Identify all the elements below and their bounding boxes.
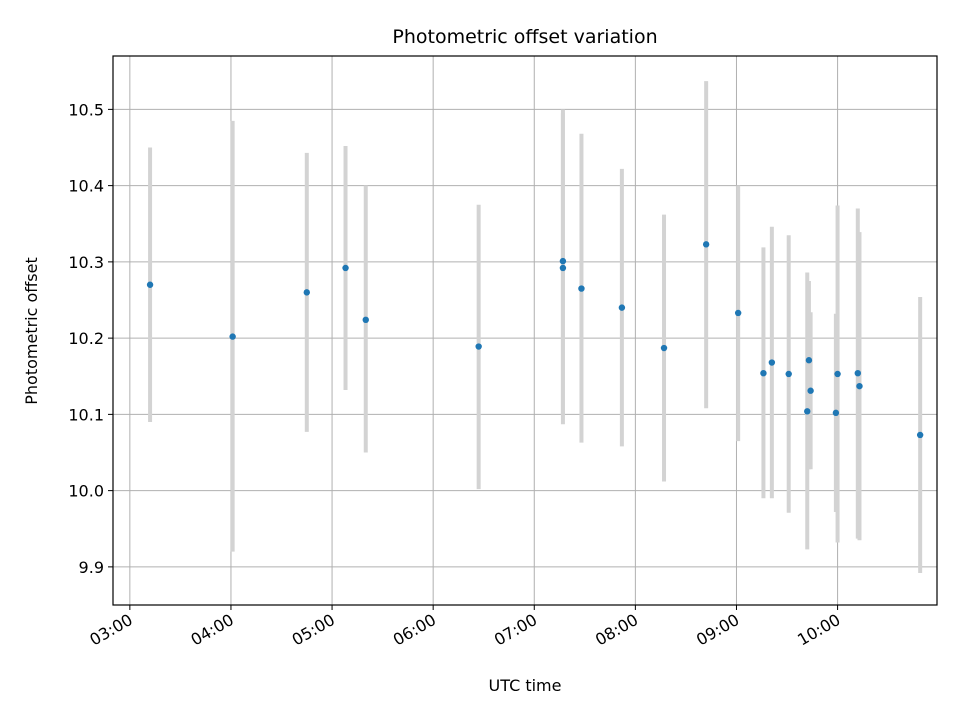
data-point bbox=[785, 370, 792, 378]
point-layer bbox=[146, 241, 924, 439]
data-point bbox=[856, 382, 863, 390]
data-point bbox=[475, 343, 482, 350]
y-tick-label: 10.5 bbox=[68, 100, 104, 119]
data-point bbox=[618, 304, 626, 311]
chart-title: Photometric offset variation bbox=[392, 26, 657, 48]
data-point bbox=[834, 370, 841, 378]
data-point bbox=[362, 316, 369, 324]
y-tick-label: 9.9 bbox=[79, 558, 104, 577]
data-point bbox=[702, 241, 710, 248]
data-point bbox=[559, 264, 567, 272]
data-point bbox=[578, 285, 585, 292]
data-point bbox=[229, 333, 236, 340]
y-axis-label: Photometric offset bbox=[22, 257, 41, 405]
data-point bbox=[146, 281, 154, 288]
data-point bbox=[805, 357, 813, 364]
data-point bbox=[342, 264, 349, 272]
data-point bbox=[559, 257, 567, 265]
data-point bbox=[854, 370, 862, 377]
data-point bbox=[832, 409, 840, 417]
data-point bbox=[303, 289, 310, 296]
data-point bbox=[760, 370, 767, 377]
y-tick-label: 10.3 bbox=[68, 253, 104, 272]
y-tick-label: 10.2 bbox=[68, 329, 104, 348]
data-point bbox=[807, 387, 814, 394]
data-point bbox=[734, 309, 742, 317]
x-axis-label: UTC time bbox=[489, 676, 562, 695]
y-tick-label: 10.1 bbox=[68, 405, 104, 424]
data-point bbox=[916, 431, 924, 439]
data-point bbox=[768, 359, 776, 366]
axes-frame bbox=[112, 55, 938, 606]
y-tick-label: 10.4 bbox=[68, 177, 104, 196]
y-tick-label: 10.0 bbox=[68, 482, 104, 501]
data-point bbox=[804, 408, 811, 415]
data-point bbox=[660, 344, 668, 352]
